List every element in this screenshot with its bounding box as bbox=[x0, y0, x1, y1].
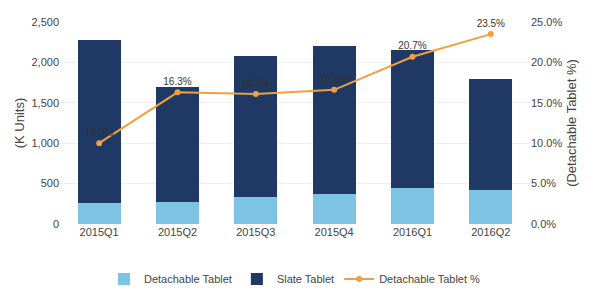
svg-text:20.0%: 20.0% bbox=[531, 56, 562, 68]
svg-text:Detachable Tablet %: Detachable Tablet % bbox=[379, 273, 480, 285]
svg-text:2016Q2: 2016Q2 bbox=[471, 226, 510, 238]
svg-text:5.0%: 5.0% bbox=[531, 177, 556, 189]
svg-text:1,500: 1,500 bbox=[31, 97, 59, 109]
svg-text:Slate Tablet: Slate Tablet bbox=[277, 273, 334, 285]
svg-text:2015Q3: 2015Q3 bbox=[236, 226, 275, 238]
svg-text:2015Q2: 2015Q2 bbox=[158, 226, 197, 238]
svg-text:2,500: 2,500 bbox=[31, 16, 59, 28]
svg-text:25.0%: 25.0% bbox=[531, 16, 562, 28]
svg-text:Detachable Tablet: Detachable Tablet bbox=[144, 273, 232, 285]
svg-text:0.0%: 0.0% bbox=[531, 218, 556, 230]
svg-text:16.1%: 16.1% bbox=[242, 78, 270, 89]
svg-text:16.6%: 16.6% bbox=[320, 74, 348, 85]
svg-text:16.3%: 16.3% bbox=[163, 76, 191, 87]
svg-text:1,000: 1,000 bbox=[31, 137, 59, 149]
svg-text:2016Q1: 2016Q1 bbox=[393, 226, 432, 238]
svg-text:0: 0 bbox=[53, 218, 59, 230]
svg-text:23.5%: 23.5% bbox=[477, 18, 505, 29]
svg-text:2,000: 2,000 bbox=[31, 56, 59, 68]
svg-text:500: 500 bbox=[41, 177, 59, 189]
svg-text:2015Q4: 2015Q4 bbox=[315, 226, 354, 238]
svg-text:10.0%: 10.0% bbox=[531, 137, 562, 149]
svg-text:15.0%: 15.0% bbox=[531, 97, 562, 109]
svg-text:(K Units): (K Units) bbox=[12, 98, 27, 149]
svg-text:20.7%: 20.7% bbox=[398, 40, 426, 51]
svg-text:10.0%: 10.0% bbox=[85, 127, 113, 138]
svg-text:2015Q1: 2015Q1 bbox=[80, 226, 119, 238]
svg-text:(Detachable Tablet %): (Detachable Tablet %) bbox=[564, 59, 579, 187]
